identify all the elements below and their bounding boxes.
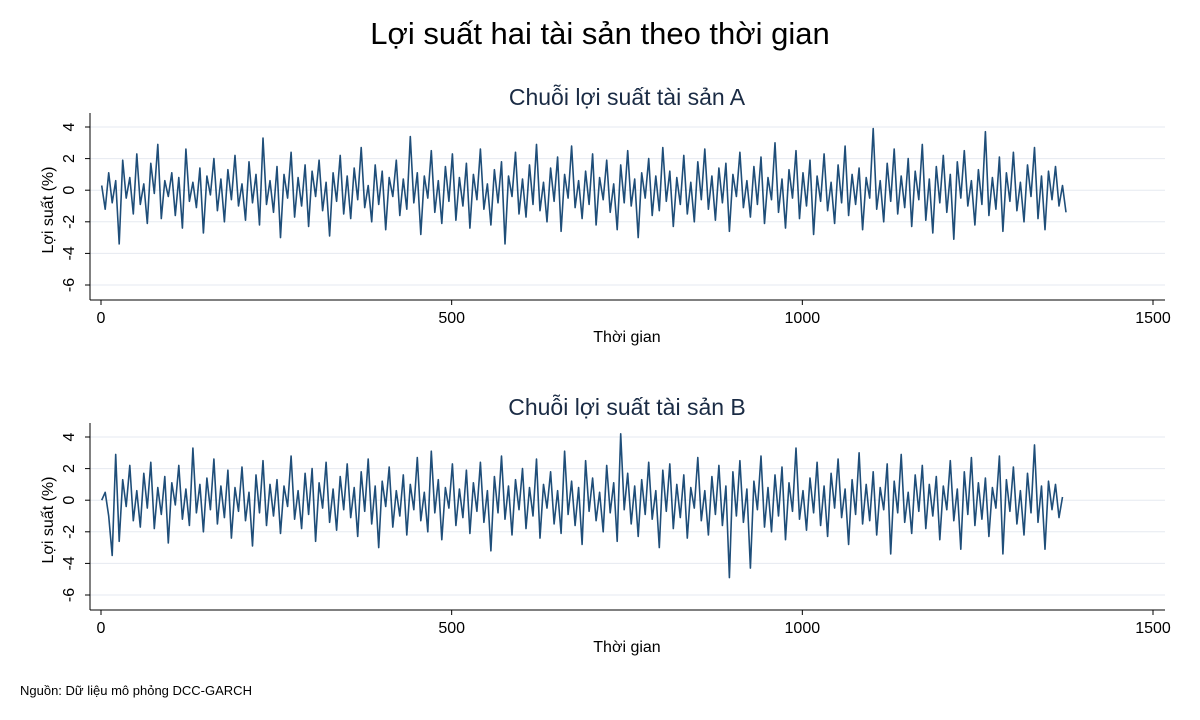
x-tick-label: 1500 — [1135, 620, 1171, 637]
x-tick-label: 0 — [97, 620, 106, 637]
y-tick-label: -6 — [61, 278, 78, 292]
chart-panel-b: Chuỗi lợi suất tài sản B 4 2 0 -2 -4 -6 0 500 100… — [40, 394, 1171, 656]
x-tick-label: 1000 — [785, 620, 821, 637]
series-line — [100, 127, 1067, 245]
series-line — [100, 432, 1064, 579]
source-note: Nguồn: Dữ liệu mô phỏng DCC-GARCH — [20, 683, 252, 698]
x-tick-label: 500 — [438, 310, 465, 327]
main-title: Lợi suất hai tài sản theo thời gian — [370, 16, 830, 51]
chart-panel-a: Chuỗi lợi suất tài sản A 4 2 0 -2 -4 -6 0 500 100… — [40, 84, 1171, 346]
y-tick-label: -2 — [61, 215, 78, 229]
y-tick-label: 2 — [61, 154, 78, 163]
y-tick-label: -2 — [61, 525, 78, 539]
y-tick-label: 4 — [61, 122, 78, 131]
chart-title: Chuỗi lợi suất tài sản B — [508, 394, 746, 420]
y-axis-label: Lợi suất (%) — [40, 477, 57, 564]
x-axis-label: Thời gian — [593, 329, 660, 346]
y-tick-label: 4 — [61, 432, 78, 441]
x-tick-label: 0 — [97, 310, 106, 327]
y-tick-label: 0 — [61, 496, 78, 505]
y-tick-label: -4 — [61, 556, 78, 570]
chart-title: Chuỗi lợi suất tài sản A — [509, 84, 746, 110]
x-axis-label: Thời gian — [593, 639, 660, 656]
x-tick-label: 500 — [438, 620, 465, 637]
y-tick-label: 2 — [61, 464, 78, 473]
y-tick-label: -6 — [61, 588, 78, 602]
y-axis-label: Lợi suất (%) — [40, 167, 57, 254]
y-tick-label: 0 — [61, 186, 78, 195]
x-tick-label: 1500 — [1135, 310, 1171, 327]
x-tick-label: 1000 — [785, 310, 821, 327]
y-tick-label: -4 — [61, 246, 78, 260]
